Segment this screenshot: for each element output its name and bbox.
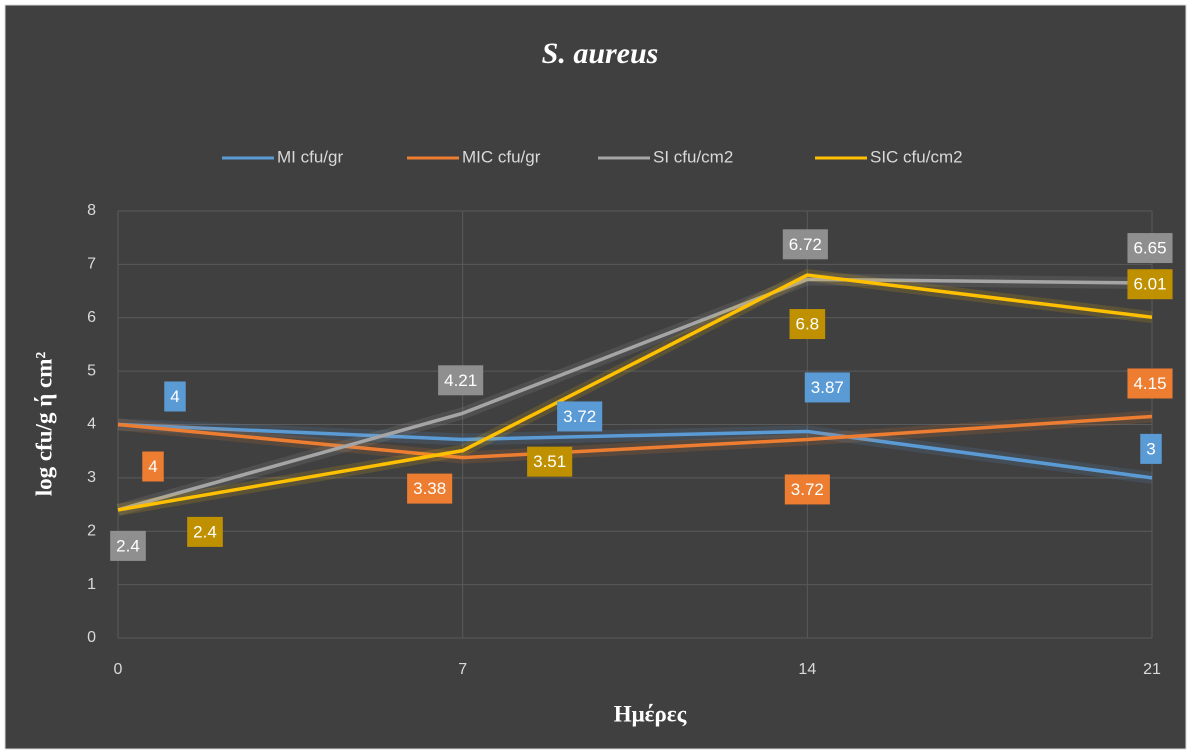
data-label-box bbox=[187, 516, 223, 547]
legend-label: MI cfu/gr bbox=[277, 147, 343, 166]
data-label-box bbox=[789, 309, 826, 340]
y-tick-label: 7 bbox=[87, 256, 96, 273]
x-axis-label: Ημέρες bbox=[614, 701, 687, 726]
data-label-box bbox=[1140, 433, 1162, 464]
data-label: 3.72 bbox=[563, 407, 596, 426]
data-label: 3.38 bbox=[413, 479, 446, 498]
legend-label: SIC cfu/cm2 bbox=[870, 147, 963, 166]
x-tick-label: 7 bbox=[458, 661, 467, 678]
y-axis-label: log cfu/g ή cm² bbox=[31, 352, 56, 497]
series-line bbox=[117, 273, 1153, 512]
data-label-box bbox=[527, 446, 573, 477]
x-tick-label: 21 bbox=[1143, 661, 1161, 678]
data-label: 3 bbox=[1146, 439, 1155, 458]
data-label-box bbox=[164, 381, 186, 412]
y-tick-label: 6 bbox=[87, 309, 96, 326]
series-line bbox=[117, 422, 1153, 480]
data-label: 6.8 bbox=[796, 315, 820, 334]
y-tick-label: 0 bbox=[87, 629, 96, 646]
data-label-box bbox=[1127, 269, 1173, 300]
data-label-box bbox=[784, 474, 830, 505]
data-label: 3.72 bbox=[791, 480, 824, 499]
data-label-box bbox=[782, 229, 828, 260]
data-label: 3.87 bbox=[811, 378, 844, 397]
data-label-box bbox=[1127, 233, 1173, 264]
data-label: 2.4 bbox=[116, 536, 140, 555]
data-label: 6.65 bbox=[1133, 239, 1166, 258]
data-label-box bbox=[438, 365, 484, 396]
legend-label: MIC cfu/gr bbox=[462, 147, 541, 166]
data-label: 4.15 bbox=[1133, 374, 1166, 393]
data-label-box bbox=[804, 372, 850, 403]
data-label: 4 bbox=[170, 387, 179, 406]
data-label-box bbox=[557, 401, 603, 432]
y-tick-label: 3 bbox=[87, 469, 96, 486]
legend-label: SI cfu/cm2 bbox=[653, 147, 733, 166]
chart-background bbox=[4, 4, 1187, 750]
y-tick-label: 8 bbox=[87, 202, 96, 219]
series-line bbox=[117, 277, 1153, 512]
data-label-box bbox=[110, 530, 146, 561]
data-label: 4.21 bbox=[444, 371, 477, 390]
y-tick-label: 1 bbox=[87, 576, 96, 593]
data-label: 6.01 bbox=[1133, 275, 1166, 294]
x-tick-label: 0 bbox=[114, 661, 123, 678]
data-label-box bbox=[407, 473, 453, 504]
data-label: 6.72 bbox=[789, 235, 822, 254]
data-label: 3.51 bbox=[533, 452, 566, 471]
x-tick-label: 14 bbox=[798, 661, 816, 678]
y-tick-label: 4 bbox=[87, 416, 96, 433]
chart-title: S. aureus bbox=[542, 37, 659, 70]
y-tick-label: 5 bbox=[87, 362, 96, 379]
data-label-box bbox=[142, 451, 164, 482]
data-label: 4 bbox=[148, 457, 157, 476]
series-line bbox=[117, 414, 1153, 460]
y-tick-label: 2 bbox=[87, 522, 96, 539]
data-label-box bbox=[1127, 368, 1173, 399]
data-label: 2.4 bbox=[193, 522, 217, 541]
